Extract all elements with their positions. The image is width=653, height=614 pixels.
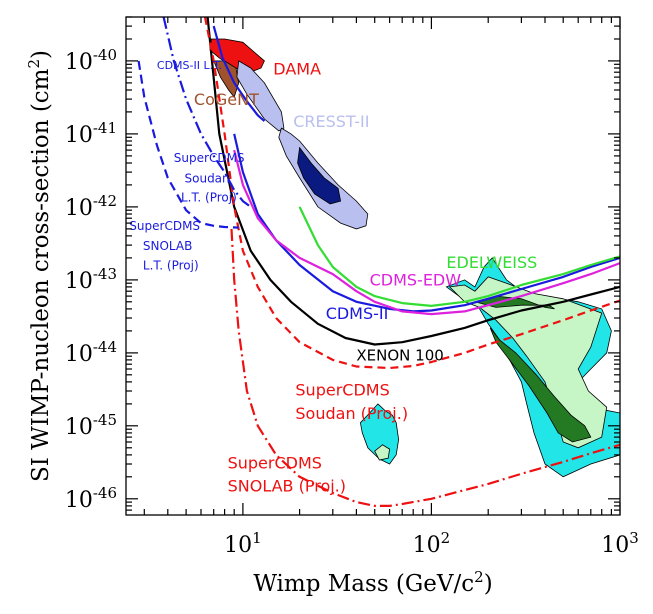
x-axis-title-close: )	[484, 571, 493, 597]
curve-edelweiss	[298, 206, 620, 307]
annotation-cresst-ii: CRESST-II	[293, 112, 369, 131]
region-dark-green-contour	[473, 295, 555, 310]
curve-supercdms-soudan-proj	[203, 17, 620, 370]
region-cresst-ii-core	[297, 146, 342, 205]
curve-supercdms-snolab-l-t-proj	[162, 17, 252, 208]
y-axis-title-main: SI WIMP-nucleon cross-section (cm	[28, 68, 54, 482]
annotation-supercdms: SuperCDMS	[174, 151, 245, 165]
curves-layer	[137, 17, 620, 507]
y-tick-label: 10-45	[65, 411, 117, 440]
region-dama	[209, 38, 265, 73]
annotation-edelweiss: EDELWEISS	[446, 253, 537, 272]
annotation-xenon-100: XENON 100	[356, 347, 443, 365]
curve-cdms-ii-l-t	[212, 25, 266, 122]
region-cogent	[213, 60, 240, 98]
y-axis-title-close: )	[28, 50, 54, 59]
y-tick-label: 10-41	[65, 119, 117, 148]
tick-labels-layer: 101 102 103 10-46 10-45 10-44 10-43 10-42 10-41 1…	[65, 46, 639, 558]
y-tick-label: 10-46	[65, 484, 117, 513]
annotation-l-t-proj: L.T. (Proj)	[181, 191, 237, 205]
y-tick-label: 10-42	[65, 192, 117, 221]
x-axis-title-sup: 2	[474, 568, 484, 586]
region-light-green-low-mass	[374, 444, 391, 461]
annotations-layer: DAMA CDMS-II L.T. CoGeNT CRESST-II SuperCDMS…	[129, 59, 537, 496]
annotation-dama: DAMA	[273, 60, 321, 79]
x-tick-label: 102	[413, 529, 451, 558]
x-tick-label: 103	[601, 529, 639, 558]
x-tick-label: 101	[224, 529, 262, 558]
x-axis-title: Wimp Mass (GeV/c2)	[253, 568, 492, 597]
annotation-snolab: SNOLAB	[143, 239, 192, 253]
y-axis-title-sup: 2	[25, 59, 43, 69]
plot-frame	[125, 16, 621, 516]
annotation-cogent: CoGeNT	[194, 90, 259, 109]
annotation-supercdms: SuperCDMS	[129, 219, 200, 233]
annotation-soudan-proj: Soudan (Proj.)	[295, 404, 408, 423]
y-tick-label: 10-43	[65, 265, 117, 294]
curve-cdms-edw	[233, 149, 620, 316]
annotation-soudan: Soudan	[185, 172, 230, 186]
y-tick-label: 10-40	[65, 46, 117, 75]
annotation-supercdms: SuperCDMS	[228, 454, 322, 473]
annotation-cdms-ii: CDMS-II	[326, 304, 389, 323]
curve-xenon-100	[206, 17, 620, 346]
annotation-cdms-edw: CDMS-EDW	[370, 270, 462, 289]
y-tick-label: 10-44	[65, 338, 117, 367]
ticks-layer	[126, 16, 621, 515]
x-axis-title-main: Wimp Mass (GeV/c	[253, 571, 474, 597]
region-dark-green-strip	[489, 327, 592, 443]
annotation-l-t-proj: L.T. (Proj)	[143, 259, 199, 273]
y-axis-title: SI WIMP-nucleon cross-section (cm2)	[25, 50, 54, 482]
annotation-supercdms: SuperCDMS	[295, 381, 389, 400]
curve-supercdms-soudan-l-t-proj	[137, 60, 239, 229]
annotation-snolab-proj: SNOLAB (Proj.)	[228, 477, 346, 496]
annotation-cdms-ii-l-t: CDMS-II L.T.	[157, 59, 222, 72]
curve-supercdms-snolab-proj	[230, 228, 620, 507]
